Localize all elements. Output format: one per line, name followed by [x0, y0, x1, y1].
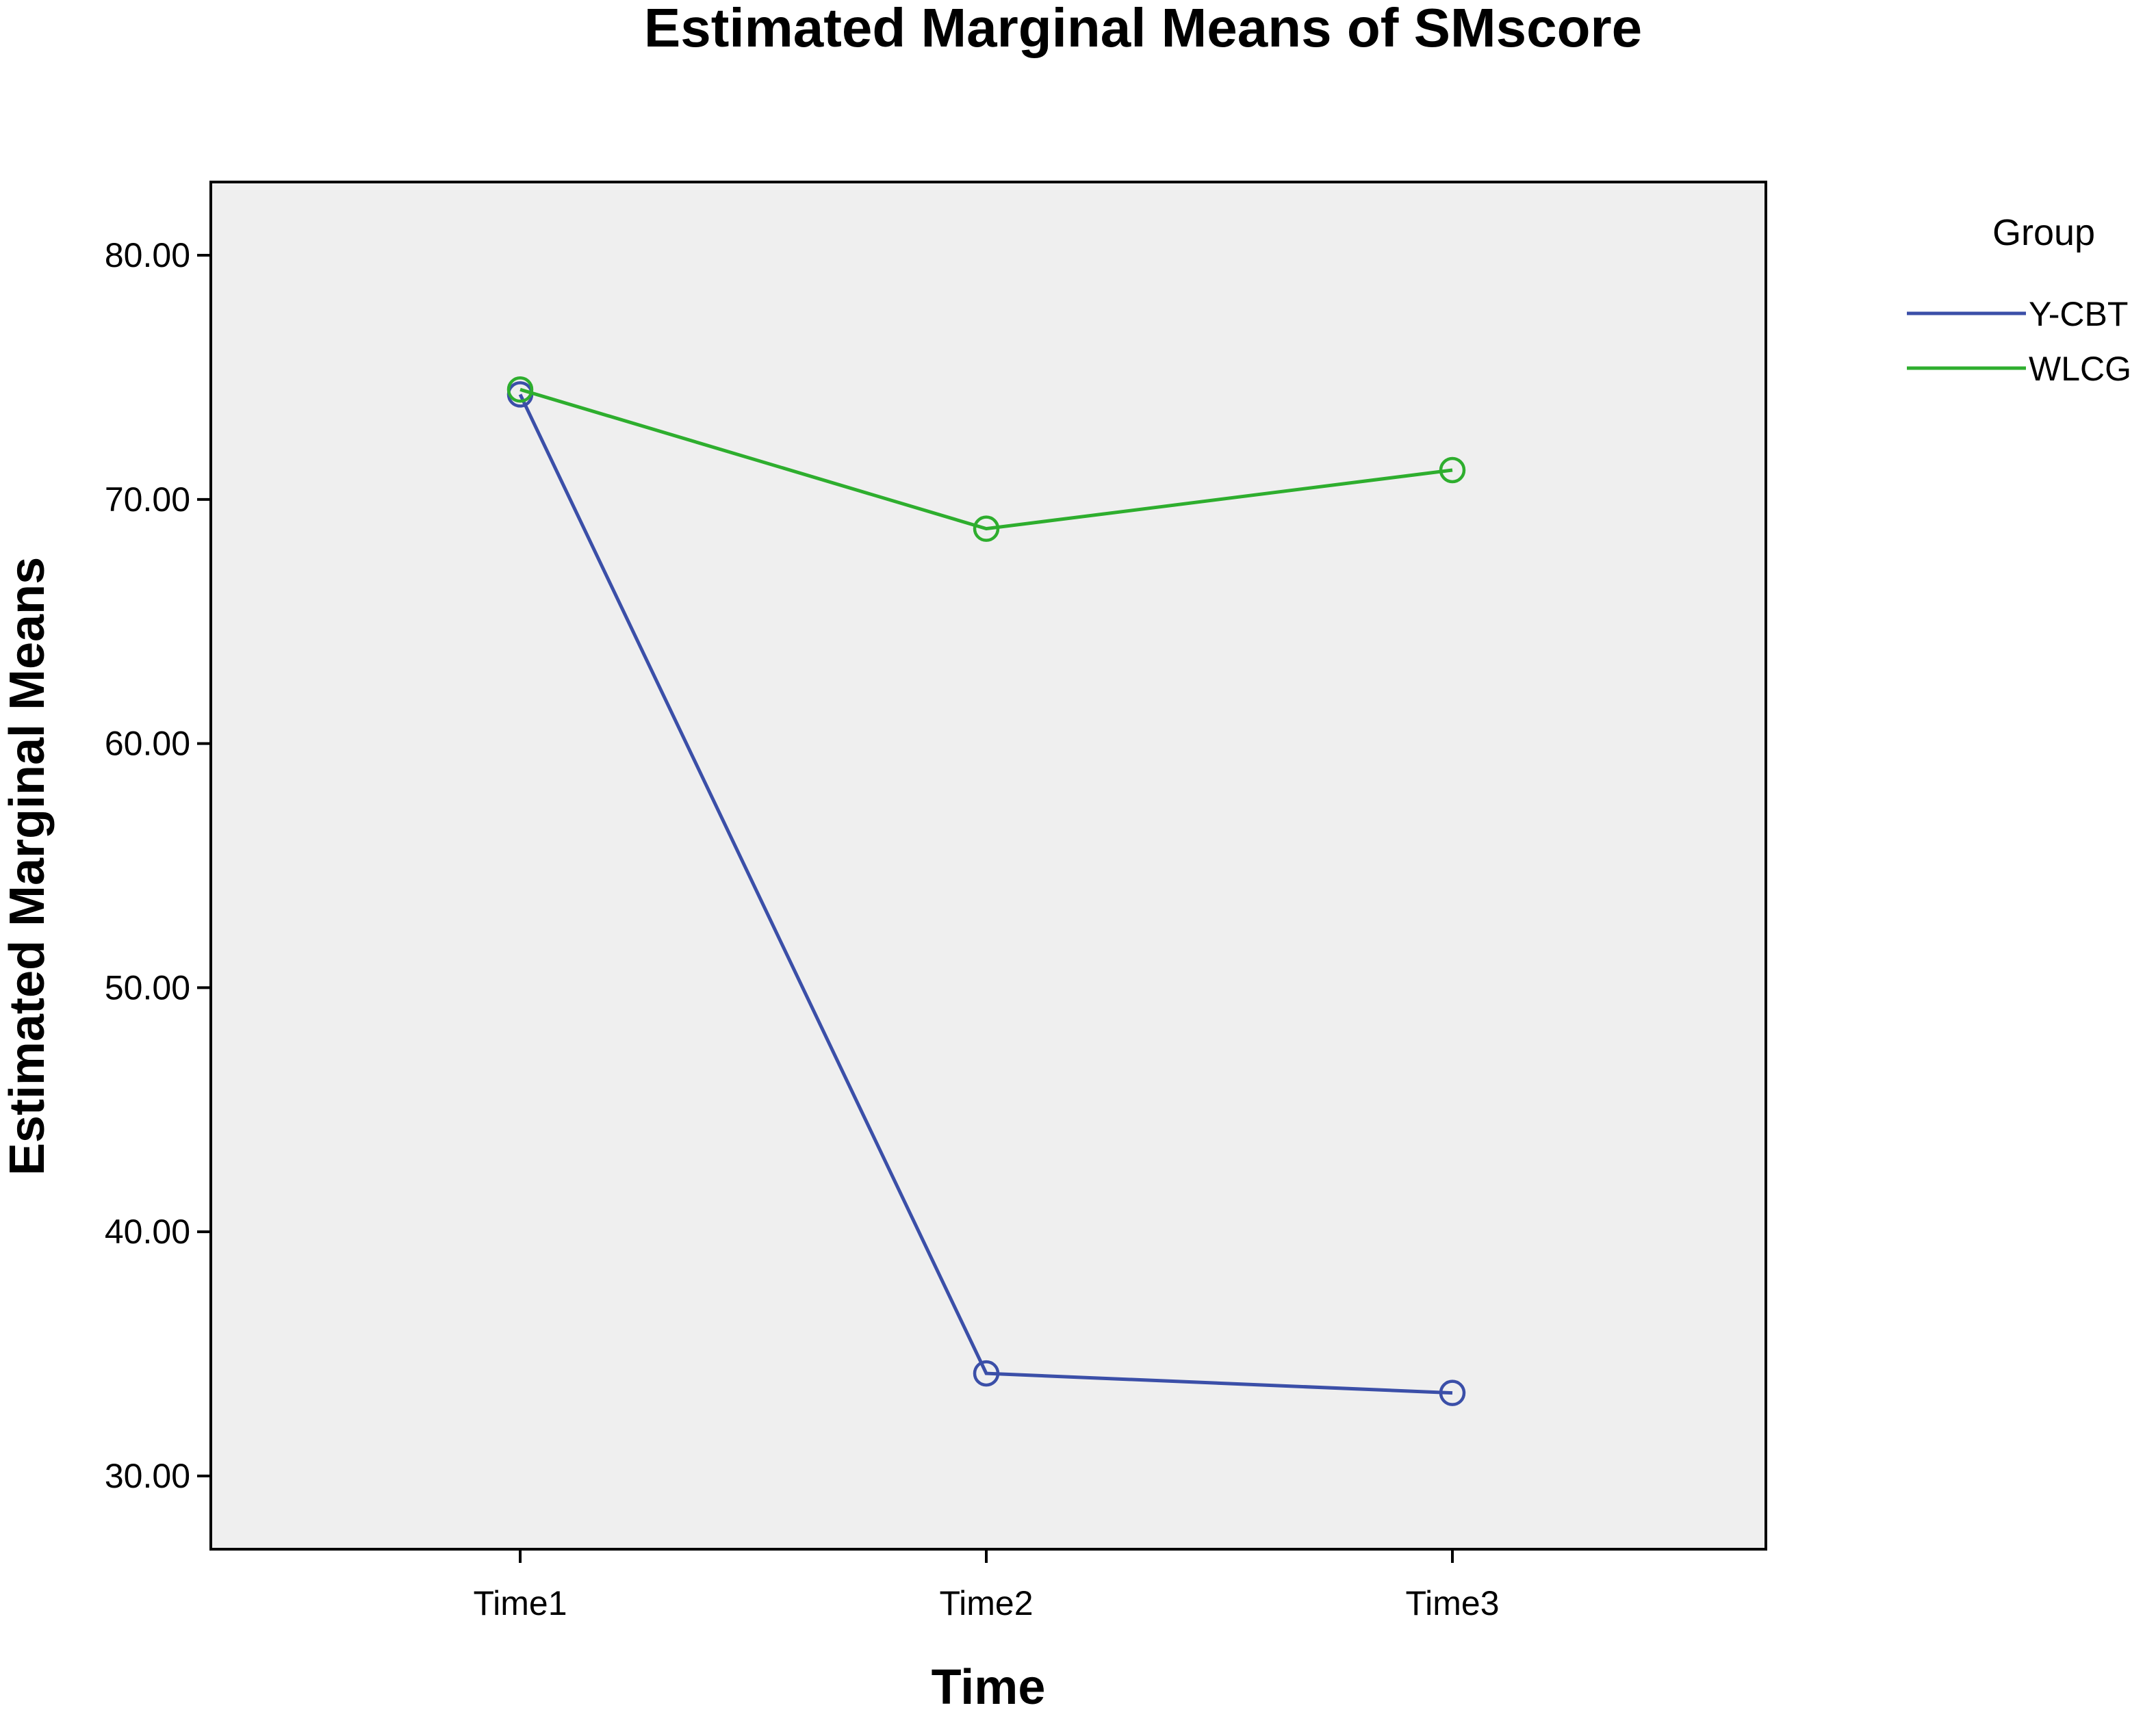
y-tick-label: 50.00: [105, 968, 190, 1007]
x-tick-label: Time1: [473, 1584, 567, 1622]
data-point-wlcg: [1439, 456, 1466, 484]
y-axis: 30.00 40.00 50.00 60.00 70.00 80.00: [105, 236, 211, 1495]
data-point-y-cbt: [1439, 1379, 1466, 1406]
y-axis-label: Estimated Marginal Means: [0, 557, 55, 1176]
y-tick-label: 40.00: [105, 1213, 190, 1251]
legend-title: Group: [1992, 212, 2095, 253]
series-layer: [506, 376, 1466, 1406]
y-tick-label: 80.00: [105, 236, 190, 274]
data-point-wlcg: [506, 376, 534, 403]
legend-label-wlcg: WLCG: [2029, 350, 2131, 388]
data-point-wlcg: [973, 515, 1000, 542]
plot-area: [209, 181, 1767, 1551]
legend: Group Y-CBT WLCG: [1907, 212, 2131, 388]
series-line-wlcg: [519, 387, 1453, 531]
chart-title: Estimated Marginal Means of SMscore: [644, 0, 1642, 58]
series-line-y-cbt: [518, 393, 1453, 1395]
data-point-y-cbt: [973, 1360, 1000, 1387]
y-tick-label: 70.00: [105, 480, 190, 519]
x-tick-label: Time2: [939, 1584, 1033, 1622]
x-axis: Time1 Time2 Time3: [473, 1549, 1500, 1622]
y-tick-label: 60.00: [105, 725, 190, 763]
y-tick-label: 30.00: [105, 1457, 190, 1495]
legend-items: Y-CBT WLCG: [1907, 295, 2131, 388]
x-tick-label: Time3: [1405, 1584, 1499, 1622]
legend-label-y-cbt: Y-CBT: [2029, 295, 2128, 333]
x-axis-label: Time: [932, 1660, 1046, 1715]
